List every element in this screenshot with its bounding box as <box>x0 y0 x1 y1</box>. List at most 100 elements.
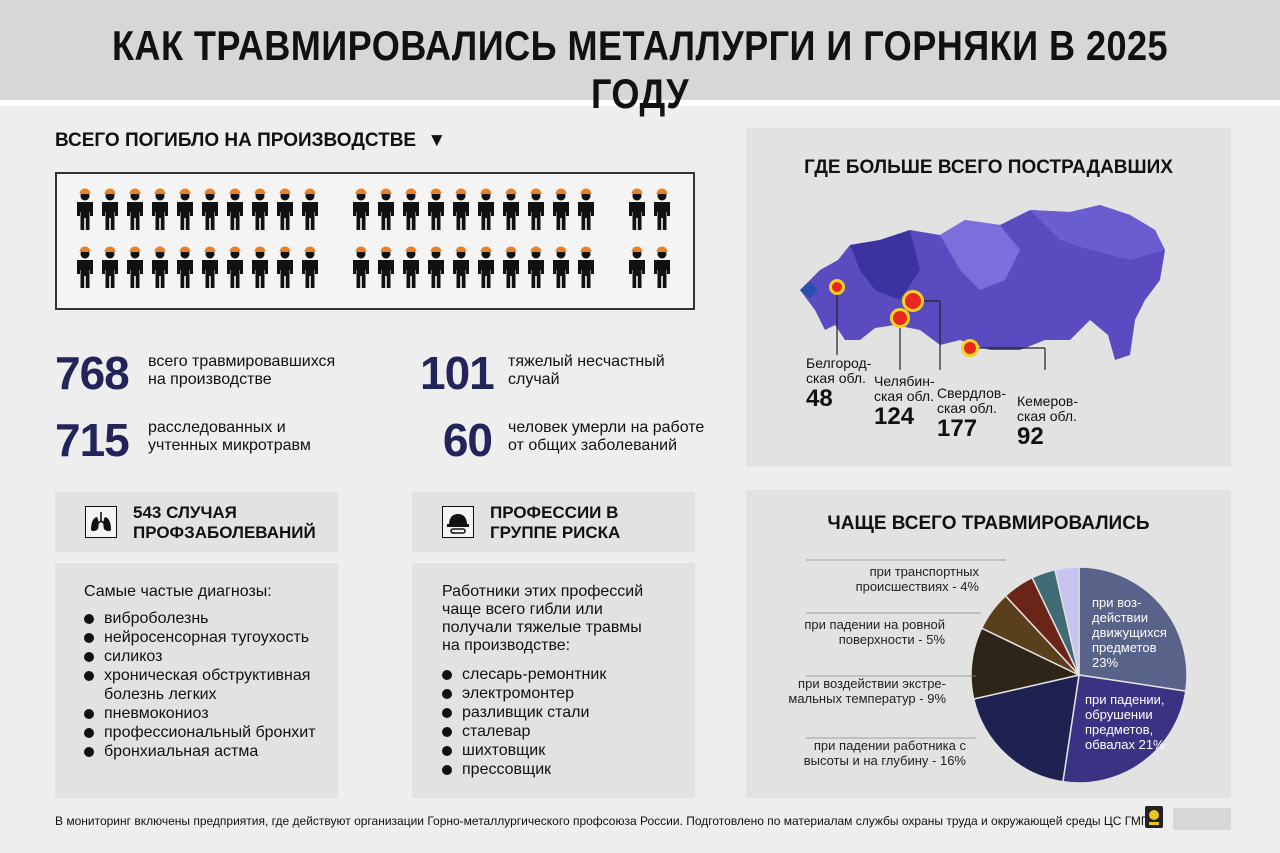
person-figure <box>553 188 569 230</box>
person-figure <box>528 188 544 230</box>
footer-badge <box>1173 808 1231 830</box>
pie-slice <box>1054 566 1080 676</box>
russia-land-light <box>940 220 1020 290</box>
stat-text-disease-deaths: человек умерли на работе от общих заболе… <box>508 419 705 454</box>
region-value-kemerovo: 92 <box>1017 423 1044 450</box>
injuries-pie <box>970 566 1188 784</box>
stat-value-disease-deaths: 60 <box>442 414 493 466</box>
pie-label-temperature: при воздействии экстре-мальных температу… <box>788 676 946 706</box>
disease-item: силикоз <box>84 647 324 666</box>
deaths-heading-text: ВСЕГО ПОГИБЛО НА ПРОИЗВОДСТВЕ <box>55 130 417 151</box>
person-figure <box>403 246 419 288</box>
region-name-sverdlovsk: Свердлов-ская обл. <box>937 385 1007 416</box>
profession-item: слесарь-ремонтник <box>442 665 672 684</box>
person-figure <box>227 246 243 288</box>
pie-slice <box>972 674 1080 783</box>
person-figure <box>202 246 218 288</box>
profession-item: прессовщик <box>442 760 672 779</box>
person-figure <box>202 188 218 230</box>
pie-leader-lines <box>806 559 1006 739</box>
person-figure <box>277 246 293 288</box>
page-title: КАК ТРАВМИРОВАЛИСЬ МЕТАЛЛУРГИ И ГОРНЯКИ … <box>111 22 1169 117</box>
disease-item: виброболезнь <box>84 609 324 628</box>
person-figure <box>654 188 670 230</box>
triangle-down-icon: ▼ <box>427 130 447 151</box>
profession-item: шихтовщик <box>442 741 672 760</box>
profession-item: электромонтер <box>442 684 672 703</box>
person-figure <box>302 188 318 230</box>
stat-value-severe: 101 <box>420 347 495 399</box>
person-figure <box>503 188 519 230</box>
pie-label-height-fall: при падении работника с высоты и на глуб… <box>803 738 966 768</box>
person-figure <box>152 246 168 288</box>
pie-label-flat-fall: при падении на ровной поверхности - 5% <box>804 617 945 647</box>
person-figure <box>353 246 369 288</box>
person-figure <box>478 246 494 288</box>
pie-inside-label-moving: при воз-действии движущихся предметов 23… <box>1092 595 1167 670</box>
diseases-title: 543 СЛУЧАЯ ПРОФЗАБОЛЕВАНИЙ <box>133 503 316 542</box>
injuries-title: ЧАЩЕ ВСЕГО ТРАВМИРОВАЛИСЬ <box>827 513 1150 534</box>
stat-value-injured: 768 <box>55 347 130 399</box>
person-figure <box>453 188 469 230</box>
person-figure <box>378 188 394 230</box>
pie-slice <box>970 627 1082 700</box>
region-name-belgorod: Белгород-ская обл. <box>806 355 872 386</box>
person-figure <box>428 246 444 288</box>
person-figure <box>629 246 645 288</box>
union-logo <box>1145 806 1163 828</box>
diseases-intro: Самые частые диагнозы: <box>84 583 272 600</box>
stat-text-injured: всего травмировавшихся на производстве <box>148 353 336 388</box>
person-figure <box>654 246 670 288</box>
professions-list: слесарь-ремонтник электромонтер разливщик … <box>442 665 672 779</box>
russia-land-east <box>1030 205 1165 260</box>
person-figure <box>177 188 193 230</box>
professions-panel <box>412 563 695 798</box>
diseases-list: виброболезнь нейросенсорная тугоухость сил… <box>84 609 324 761</box>
disease-item: хроническая обструктивная болезнь легких <box>84 666 324 704</box>
footer-note: В мониторинг включены предприятия, где д… <box>55 814 1158 828</box>
pie-label-transport: при транспортных происшествиях - 4% <box>855 564 979 594</box>
person-figure <box>102 246 118 288</box>
lungs-icon <box>85 506 117 538</box>
professions-intro: Работники этих профессий чаще всего гибл… <box>442 583 644 654</box>
region-name-kemerovo: Кемеров-ская обл. <box>1017 393 1079 424</box>
person-figure <box>252 188 268 230</box>
person-figure <box>428 188 444 230</box>
person-figure <box>127 188 143 230</box>
person-figure <box>77 246 93 288</box>
russia-map <box>800 205 1165 370</box>
pie-slice <box>1078 566 1188 692</box>
person-figure <box>629 188 645 230</box>
profession-item: разливщик стали <box>442 703 672 722</box>
hardhat-icon <box>442 506 474 538</box>
stat-text-micro: расследованных и учтенных микротравм <box>148 419 311 454</box>
map-title: ГДЕ БОЛЬШЕ ВСЕГО ПОСТРАДАВШИХ <box>804 157 1173 178</box>
person-figure <box>578 188 594 230</box>
person-figure <box>578 246 594 288</box>
person-figure <box>102 188 118 230</box>
people-figures <box>77 188 670 288</box>
disease-item: профессиональный бронхит <box>84 723 324 742</box>
person-figure <box>127 246 143 288</box>
person-figure <box>403 188 419 230</box>
person-figure <box>478 188 494 230</box>
person-figure <box>277 188 293 230</box>
disease-item: нейросенсорная тугоухость <box>84 628 324 647</box>
region-value-chelyabinsk: 124 <box>874 403 915 430</box>
disease-item: бронхиальная астма <box>84 742 324 761</box>
professions-title: ПРОФЕССИИ В ГРУППЕ РИСКА <box>490 503 621 542</box>
russia-land-west <box>800 282 818 298</box>
region-value-sverdlovsk: 177 <box>937 415 978 442</box>
region-name-chelyabinsk: Челябин-ская обл. <box>874 373 935 404</box>
person-figure <box>302 246 318 288</box>
person-figure <box>227 188 243 230</box>
person-figure <box>177 246 193 288</box>
diseases-panel <box>55 563 338 798</box>
disease-item: пневмокониоз <box>84 704 324 723</box>
region-value-belgorod: 48 <box>806 385 833 412</box>
person-figure <box>252 246 268 288</box>
person-figure <box>378 246 394 288</box>
deaths-people-box <box>55 172 695 310</box>
header-bar <box>0 0 1280 106</box>
person-figure <box>528 246 544 288</box>
